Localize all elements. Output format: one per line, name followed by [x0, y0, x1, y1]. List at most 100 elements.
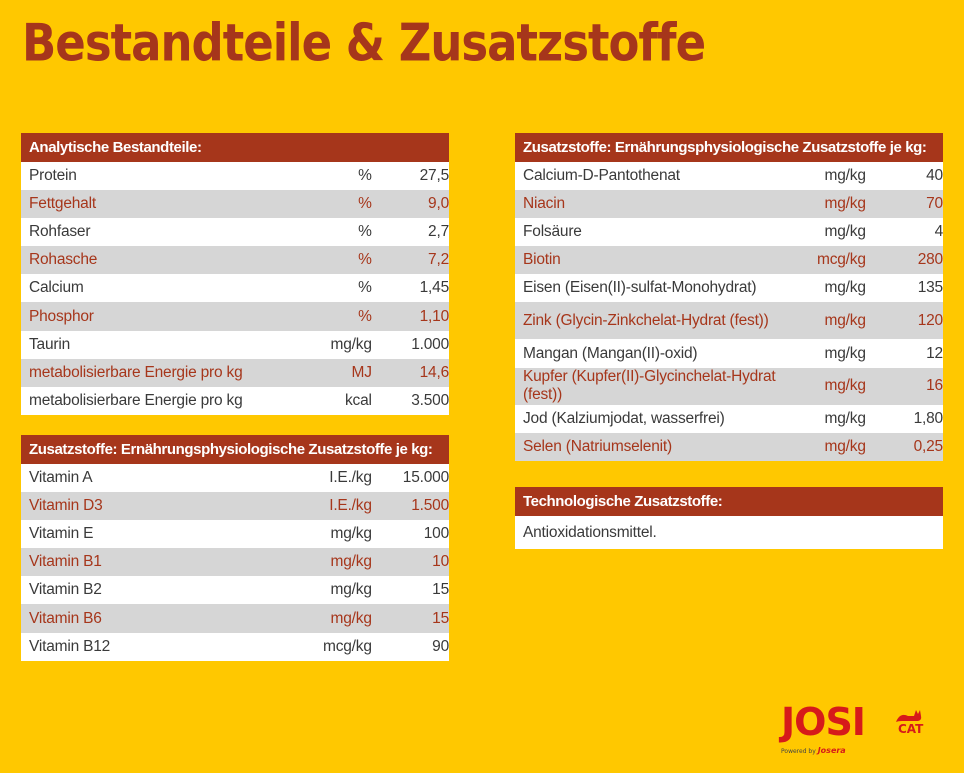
cell-value: 15: [432, 581, 449, 599]
cell-value: 1.500: [411, 497, 449, 515]
cell-unit: mg/kg: [824, 437, 866, 455]
cell-unit: mg/kg: [824, 167, 866, 185]
cell-value: 0,25: [913, 437, 944, 455]
cell-unit: kcal: [345, 391, 372, 409]
cell-name: Fettgehalt: [29, 195, 96, 213]
cell-value: 100: [423, 525, 449, 543]
cell-value: 27,5: [419, 167, 450, 185]
cell-name: Kupfer (Kupfer(II)-Glycinchelat-Hydrat (…: [523, 368, 776, 404]
cell-value: 120: [917, 311, 943, 329]
cell-unit: mg/kg: [824, 311, 866, 329]
cell-name: Protein: [29, 167, 77, 185]
cell-value: 70: [926, 195, 943, 213]
cell-name: Zink (Glycin-Zinkchelat-Hydrat (fest)): [523, 311, 769, 329]
analytische-bestandteile-table: Analytische Bestandteile: Protein% 27,5 Fe…: [21, 133, 449, 415]
table-row: Eisen (Eisen(II)-sulfat-Monohydrat) mg/kg…: [515, 274, 943, 302]
vitamine-table: Zusatzstoffe: Ernährungsphysiologische Z…: [21, 435, 449, 661]
cell-name: Calcium-D-Pantothenat: [523, 167, 680, 185]
cell-value: 9,0: [428, 195, 449, 213]
table-row: Zink (Glycin-Zinkchelat-Hydrat (fest)) mg…: [515, 302, 943, 340]
cell-unit: mg/kg: [824, 409, 866, 427]
cell-value: 15: [432, 609, 449, 627]
logo-powered-brand: Josera: [817, 746, 846, 755]
table-row: Biotin mcg/kg 280: [515, 246, 943, 275]
cell-value: 3.500: [411, 391, 449, 409]
cell-value: 280: [917, 251, 943, 269]
cell-name: metabolisierbare Energie pro kg: [29, 363, 243, 381]
cell-unit: mg/kg: [330, 581, 372, 599]
cell-name: Vitamin B6: [29, 609, 102, 627]
cell-unit: %: [358, 251, 372, 269]
cell-value: 135: [917, 279, 943, 297]
cell-value: 16: [926, 377, 943, 395]
table-row: Niacin mg/kg 70: [515, 190, 943, 219]
vitamine-header: Zusatzstoffe: Ernährungsphysiologische Z…: [21, 435, 449, 464]
cell-unit: mcg/kg: [816, 251, 866, 269]
table-row: Calcium% 1,45: [21, 274, 449, 302]
cell-name: Vitamin E: [29, 525, 94, 543]
table-row: metabolisierbare Energie pro kg kcal 3.500: [21, 387, 449, 415]
logo-powered-by: Powered by Josera: [781, 746, 846, 755]
cell-name: Niacin: [523, 195, 565, 213]
cell-value: 10: [432, 553, 449, 571]
cell-name: Vitamin D3: [29, 497, 103, 515]
cell-unit: mg/kg: [330, 609, 372, 627]
cell-name: Folsäure: [523, 223, 582, 241]
cell-name: Phosphor: [29, 307, 94, 325]
cell-value: 7,2: [428, 251, 449, 269]
cell-unit: I.E./kg: [329, 497, 372, 515]
spurenelemente-table: Zusatzstoffe: Ernährungsphysiologische Z…: [515, 133, 943, 461]
table-row: metabolisierbare Energie pro kg MJ 14,6: [21, 358, 450, 387]
cell-value: 90: [432, 637, 449, 655]
cell-name: Vitamin B12: [29, 637, 111, 655]
logo-brand: JOSI: [781, 700, 866, 744]
logo-cat: CAT: [898, 722, 924, 736]
spurenelemente-header: Zusatzstoffe: Ernährungsphysiologische Z…: [515, 133, 943, 162]
cell-unit: %: [358, 307, 372, 325]
table-row: Vitamin E mg/kg 100: [21, 520, 449, 548]
cell-value: 4: [934, 223, 944, 241]
table-row: Protein% 27,5: [21, 162, 449, 190]
cell-unit: mg/kg: [824, 279, 866, 297]
vitamine-body: Vitamin A I.E./kg 15.000 Vitamin D3 I.E./kg 1…: [21, 464, 449, 661]
cell-value: 1,10: [419, 307, 450, 325]
cell-name: Mangan (Mangan(II)-oxid): [523, 344, 698, 362]
cell-unit: mg/kg: [824, 195, 866, 213]
cell-name: Calcium: [29, 279, 84, 297]
cell-name: Eisen (Eisen(II)-sulfat-Monohydrat): [523, 279, 757, 297]
cell-value: 1,80: [913, 409, 944, 427]
cell-name: Vitamin B1: [29, 553, 102, 571]
cell-value: 14,6: [419, 363, 450, 381]
logo-powered-prefix: Powered by: [781, 748, 816, 755]
cell-name: Jod (Kalziumjodat, wasserfrei): [523, 409, 725, 427]
table-row: Fettgehalt% 9,0: [21, 190, 449, 219]
table-row: Folsäure mg/kg 4: [515, 218, 943, 246]
cell-unit: mg/kg: [330, 553, 372, 571]
cell-value: 1.000: [411, 335, 449, 353]
cell-unit: %: [358, 167, 372, 185]
cell-unit: mg/kg: [824, 344, 866, 362]
technologische-zusatzstoffe-text: Antioxidationsmittel.: [523, 523, 657, 541]
table-row: Taurin mg/kg 1.000: [21, 331, 449, 359]
cell-name: Vitamin A: [29, 469, 93, 487]
cell-unit: %: [358, 195, 372, 213]
cell-name: Biotin: [523, 251, 561, 269]
cell-unit: mg/kg: [824, 377, 866, 395]
josicat-logo: JOSI CAT Powered by Josera: [781, 700, 923, 755]
analytische-bestandteile-header: Analytische Bestandteile:: [21, 133, 449, 162]
table-row: Vitamin B1 mg/kg 10: [21, 548, 449, 577]
table-row: Calcium-D-Pantothenat mg/kg 40: [515, 162, 943, 190]
cell-name: Rohasche: [29, 251, 98, 269]
cell-unit: mcg/kg: [323, 637, 372, 655]
cell-name: Taurin: [29, 335, 71, 353]
table-row: Rohfaser% 2,7: [21, 218, 449, 246]
cell-unit: %: [358, 223, 372, 241]
table-row: Kupfer (Kupfer(II)-Glycinchelat-Hydrat (…: [515, 367, 943, 405]
cell-value: 2,7: [428, 223, 449, 241]
table-row: Jod (Kalziumjodat, wasserfrei) mg/kg 1,80: [515, 405, 943, 433]
cell-unit: mg/kg: [330, 525, 372, 543]
cell-value: 12: [926, 344, 943, 362]
analytische-bestandteile-body: Protein% 27,5 Fettgehalt% 9,0 Rohfaser% 2,7 Ro…: [21, 162, 449, 415]
table-row: Vitamin B6 mg/kg 15: [21, 604, 449, 633]
cell-name: metabolisierbare Energie pro kg: [29, 391, 243, 409]
